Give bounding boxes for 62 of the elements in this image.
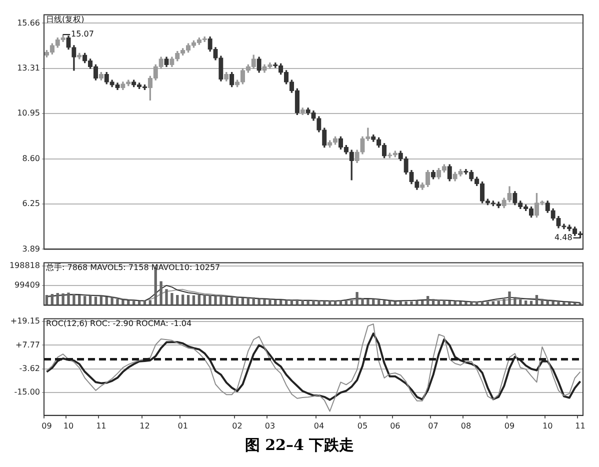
y-tick-label: -3.62 [19,364,40,373]
x-tick-label: 09 [42,421,52,430]
y-tick-label: 3.89 [22,244,40,254]
bar [116,298,119,306]
bar [268,298,272,306]
bar [312,300,315,306]
annotation: 日线(复权) [46,14,84,24]
bar [416,300,418,306]
x-tick-label: 12 [140,421,150,430]
bar [67,292,70,306]
y-tick-label: 99409 [14,280,40,290]
y-tick-label: 13.31 [17,63,40,72]
bar [122,300,124,306]
bar [508,291,511,306]
y-tick-label: 10.95 [17,108,40,118]
bar [318,300,320,306]
bar [160,281,162,306]
bar [258,298,260,306]
x-tick-label: 05 [357,421,368,430]
bar [404,302,408,306]
bar [306,300,310,306]
x-tick-label: 04 [314,421,324,430]
annotation: 15.07 [71,30,94,39]
bar [165,289,168,306]
bar [208,295,212,306]
x-tick-label: 11 [96,421,106,430]
annotation: 总手: 7868 MAVOL5: 7158 MAVOL10: 10257 [45,262,220,272]
bar [464,302,468,306]
bar [361,298,364,306]
bar [356,292,358,306]
x-tick-label: 10 [63,421,74,430]
caption: 图 22–4 下跌走 [244,436,356,455]
bar [170,293,174,306]
bar [562,302,566,306]
x-tick-label: 11 [575,421,586,430]
annotation: 4.48 [554,232,572,242]
bar [72,294,76,306]
bar [366,298,370,306]
y-tick-label: +19.15 [10,316,40,326]
x-tick-label: 08 [460,421,472,430]
x-tick-label: 10 [542,421,553,430]
bar [502,298,506,306]
y-tick-label: 15.66 [17,18,40,28]
x-tick-label: 07 [428,421,438,430]
x-tick-label: 03 [264,421,276,430]
bar [514,296,516,306]
bar [220,295,222,306]
bar [459,302,462,306]
x-tick-label: 06 [390,421,400,430]
bar [62,293,64,306]
bar [214,296,217,306]
y-tick-label: 6.25 [22,198,40,208]
y-tick-label: 198818 [9,261,40,270]
bar [263,299,266,306]
x-tick-label: 01 [178,421,188,430]
x-tick-label: 09 [504,421,515,430]
bar [110,297,114,306]
y-tick-label: -15.00 [14,388,40,397]
y-tick-label: +7.77 [15,340,40,350]
annotation: ROC(12,6) ROC: -2.90 ROCMA: -1.04 [46,318,192,328]
y-tick-label: 8.60 [22,154,40,163]
x-tick-label: 02 [232,421,242,430]
